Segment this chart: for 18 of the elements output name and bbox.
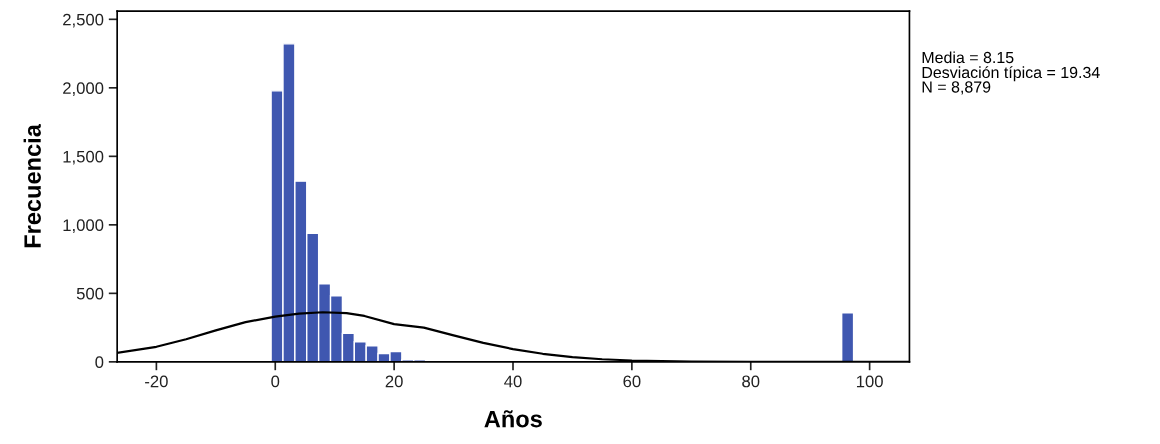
y-axis-title: Frecuencia: [23, 123, 41, 248]
x-tick-label: -20: [145, 375, 168, 388]
y-tick-label: 1,000: [63, 219, 104, 234]
x-tick-label: 0: [271, 375, 280, 388]
x-tick-label: 100: [856, 375, 883, 388]
x-tick-label: 60: [623, 375, 641, 388]
text: N = 8,879: [922, 81, 991, 95]
y-tick-label: 500: [76, 287, 104, 300]
x-axis-title: Años: [484, 410, 542, 428]
x-tick-label: 20: [385, 375, 403, 388]
x-tick-label: 40: [504, 375, 522, 388]
x-tick-label: 80: [742, 375, 760, 388]
y-tick-label: 1,500: [63, 150, 104, 165]
text: Media = 8.15: [922, 51, 1014, 64]
y-tick-label: 2,500: [63, 13, 104, 28]
y-tick-label: 2,000: [63, 82, 104, 96]
y-tick-label: 0: [95, 356, 104, 369]
text: Desviación típica = 19.34: [922, 66, 1100, 82]
